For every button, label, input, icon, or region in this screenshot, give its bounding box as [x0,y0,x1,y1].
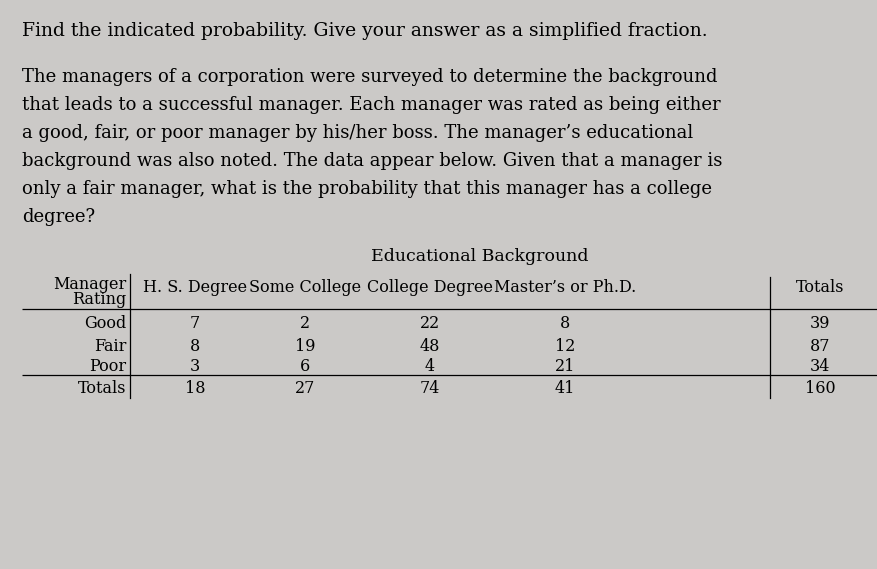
Text: Educational Background: Educational Background [371,248,588,265]
Text: Totals: Totals [77,380,126,397]
Text: only a fair manager, what is the probability that this manager has a college: only a fair manager, what is the probabi… [22,180,712,198]
Text: that leads to a successful manager. Each manager was rated as being either: that leads to a successful manager. Each… [22,96,721,114]
Text: The managers of a corporation were surveyed to determine the background: The managers of a corporation were surve… [22,68,717,86]
Text: Good: Good [83,315,126,332]
Text: 87: 87 [809,338,831,355]
Text: 12: 12 [555,338,575,355]
Text: 22: 22 [420,315,440,332]
Text: Poor: Poor [89,358,126,375]
Text: 160: 160 [805,380,835,397]
Text: 8: 8 [190,338,200,355]
Text: 2: 2 [300,315,310,332]
Text: degree?: degree? [22,208,95,226]
Text: 7: 7 [190,315,200,332]
Text: Fair: Fair [94,338,126,355]
Text: 21: 21 [555,358,575,375]
Text: 74: 74 [420,380,440,397]
Text: background was also noted. The data appear below. Given that a manager is: background was also noted. The data appe… [22,152,723,170]
Text: 6: 6 [300,358,310,375]
Text: Manager: Manager [53,276,126,293]
Text: 41: 41 [555,380,575,397]
Text: Rating: Rating [72,291,126,308]
Text: 4: 4 [425,358,435,375]
Text: 8: 8 [560,315,570,332]
Text: 3: 3 [190,358,200,375]
Text: 34: 34 [809,358,831,375]
Text: Totals: Totals [795,279,845,296]
Text: College Degree: College Degree [367,279,493,296]
Text: H. S. Degree: H. S. Degree [143,279,247,296]
Text: Master’s or Ph.D.: Master’s or Ph.D. [494,279,636,296]
Text: 18: 18 [185,380,205,397]
Text: 19: 19 [295,338,315,355]
Text: 27: 27 [295,380,315,397]
Text: 39: 39 [809,315,831,332]
Text: 48: 48 [420,338,440,355]
Text: Find the indicated probability. Give your answer as a simplified fraction.: Find the indicated probability. Give you… [22,22,708,40]
Text: Some College: Some College [249,279,361,296]
Text: a good, fair, or poor manager by his/her boss. The manager’s educational: a good, fair, or poor manager by his/her… [22,124,693,142]
